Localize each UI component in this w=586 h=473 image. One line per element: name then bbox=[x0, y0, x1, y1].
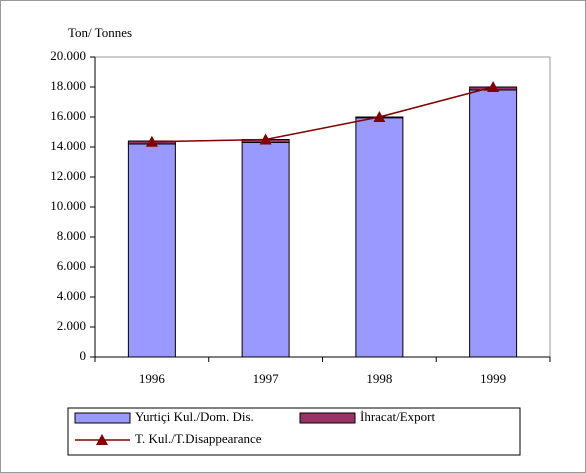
y-tick-label: 16.000 bbox=[50, 108, 86, 123]
bar bbox=[127, 143, 176, 358]
y-tick-label: 8.000 bbox=[57, 228, 86, 243]
line-marker bbox=[96, 434, 108, 445]
legend-label: T. Kul./T.Disappearance bbox=[135, 431, 262, 446]
y-axis-label: Ton/ Tonnes bbox=[68, 25, 132, 40]
y-tick-label: 4.000 bbox=[57, 288, 86, 303]
legend-box bbox=[67, 407, 521, 456]
y-tick-label: 2.000 bbox=[57, 318, 86, 333]
x-tick-label: 1997 bbox=[253, 371, 280, 386]
line-marker bbox=[259, 133, 272, 145]
y-tick-label: 0 bbox=[80, 348, 87, 363]
bar bbox=[355, 117, 404, 358]
legend-swatch bbox=[74, 412, 131, 424]
legend-label: Yurtiçi Kul./Dom. Dis. bbox=[135, 409, 254, 424]
bar bbox=[469, 89, 518, 358]
legend-swatch bbox=[299, 412, 356, 424]
x-tick-label: 1999 bbox=[480, 371, 506, 386]
y-tick-label: 18.000 bbox=[50, 78, 86, 93]
line-marker bbox=[373, 111, 386, 122]
y-tick-label: 6.000 bbox=[57, 258, 86, 273]
line-marker bbox=[487, 81, 500, 92]
line-marker bbox=[145, 135, 158, 147]
x-tick-label: 1996 bbox=[139, 371, 166, 386]
legend-label: İhracat/Export bbox=[360, 409, 435, 424]
y-tick-label: 12.000 bbox=[50, 168, 86, 183]
line bbox=[151, 86, 494, 143]
y-tick-label: 10.000 bbox=[50, 198, 86, 213]
x-tick-label: 1998 bbox=[366, 371, 392, 386]
y-tick-label: 20.000 bbox=[50, 48, 86, 63]
y-tick-label: 14.000 bbox=[50, 138, 86, 153]
bar bbox=[241, 142, 290, 358]
